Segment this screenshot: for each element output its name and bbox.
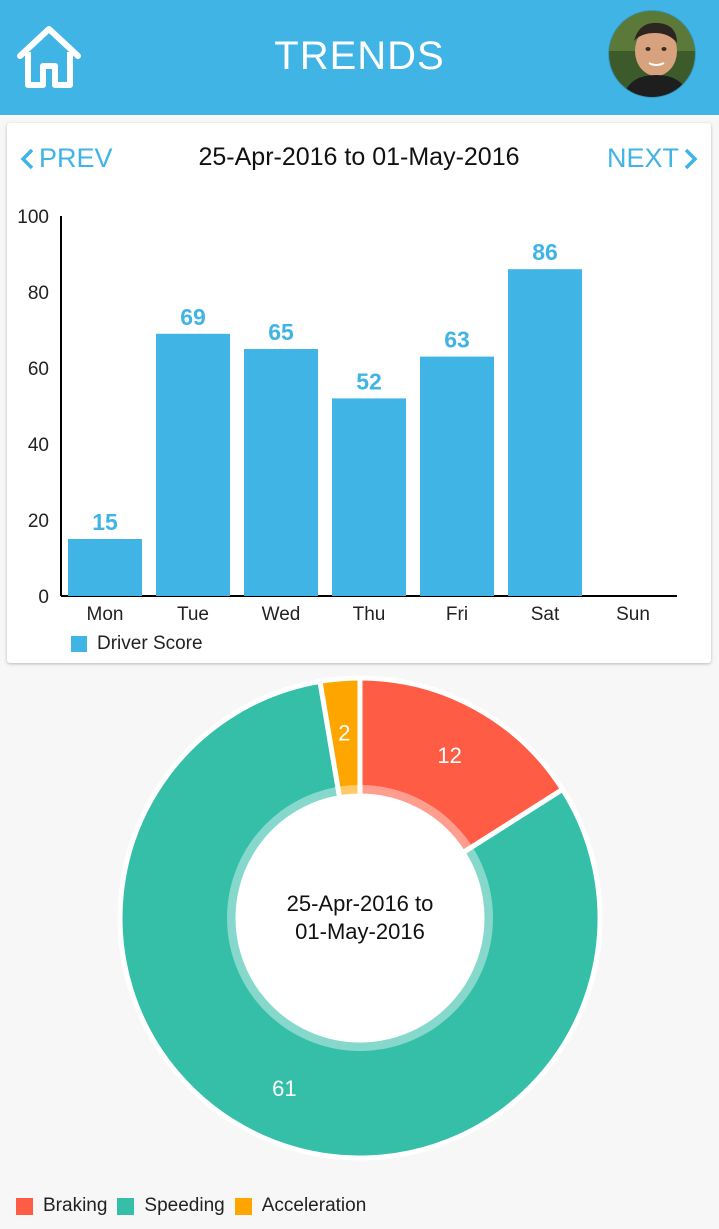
app-header: TRENDS: [0, 0, 719, 115]
page-title: TRENDS: [274, 34, 445, 78]
bar: [508, 269, 582, 596]
chevron-left-icon: [20, 148, 34, 169]
chevron-right-icon: [684, 148, 698, 169]
legend-item-speeding: Speeding: [117, 1195, 225, 1217]
bar: [244, 349, 318, 596]
bar-value-label: 52: [356, 368, 382, 394]
prev-label: PREV: [39, 143, 113, 173]
x-tick-label: Sat: [531, 604, 560, 625]
donut-center-line2: 01-May-2016: [295, 919, 425, 944]
home-button[interactable]: [14, 22, 84, 92]
donut-value-label: 2: [338, 721, 350, 746]
prev-button[interactable]: PREV: [19, 143, 113, 174]
bar-value-label: 15: [92, 509, 118, 535]
donut-chart: 12 61 2: [117, 675, 603, 1161]
legend-item-braking: Braking: [16, 1195, 107, 1217]
date-range-label: 25-Apr-2016 to 01-May-2016: [198, 143, 520, 171]
y-tick-label: 20: [28, 511, 49, 532]
legend-swatch-braking: [16, 1197, 33, 1215]
next-label: NEXT: [606, 143, 679, 173]
donut-center: [238, 796, 482, 1040]
y-tick-label: 100: [17, 207, 49, 228]
legend-label-acceleration: Acceleration: [261, 1195, 367, 1216]
bar-legend: Driver Score: [71, 633, 203, 655]
bar-value-label: 63: [444, 327, 470, 353]
bar-chart: 0 20 40 60 80 100 Mon 15 Tue 69 Wed 65 Thu 52 Fri 63 Sat…: [17, 207, 677, 625]
donut-value-label: 12: [437, 743, 461, 768]
x-tick-label: Fri: [446, 604, 468, 625]
donut-center-text: 25-Apr-2016 to 01-May-2016: [240, 890, 480, 946]
donut-legend: Braking Speeding Acceleration: [16, 1195, 376, 1217]
y-tick-label: 0: [38, 587, 49, 608]
y-tick-label: 60: [28, 359, 49, 380]
user-photo-icon: [609, 11, 695, 97]
donut-center-line1: 25-Apr-2016 to: [286, 891, 434, 916]
donut-value-label: 61: [272, 1076, 296, 1101]
bar: [420, 356, 494, 596]
bar-value-label: 86: [532, 239, 558, 265]
next-button[interactable]: NEXT: [607, 143, 699, 174]
bar: [332, 398, 406, 596]
x-tick-label: Wed: [262, 604, 301, 625]
avatar[interactable]: [609, 11, 695, 97]
bar: [68, 539, 142, 596]
x-tick-label: Tue: [177, 604, 209, 625]
bar-value-label: 69: [180, 304, 206, 330]
weekly-score-card: PREV 25-Apr-2016 to 01-May-2016 NEXT 0 20…: [7, 123, 711, 663]
legend-label-driver-score: Driver Score: [97, 633, 203, 654]
legend-label-braking: Braking: [43, 1195, 108, 1216]
bar-value-label: 65: [268, 319, 294, 345]
x-tick-label: Sun: [616, 604, 650, 625]
bar: [156, 333, 230, 596]
legend-item-acceleration: Acceleration: [234, 1195, 367, 1217]
y-tick-label: 80: [28, 283, 49, 304]
x-tick-label: Mon: [87, 604, 124, 625]
legend-swatch-acceleration: [234, 1197, 252, 1215]
x-tick-label: Thu: [353, 604, 386, 625]
legend-label-speeding: Speeding: [144, 1195, 225, 1216]
home-icon: [17, 26, 81, 88]
legend-swatch-driver-score: [71, 636, 87, 652]
y-tick-label: 40: [28, 435, 49, 456]
legend-swatch-speeding: [117, 1197, 135, 1215]
